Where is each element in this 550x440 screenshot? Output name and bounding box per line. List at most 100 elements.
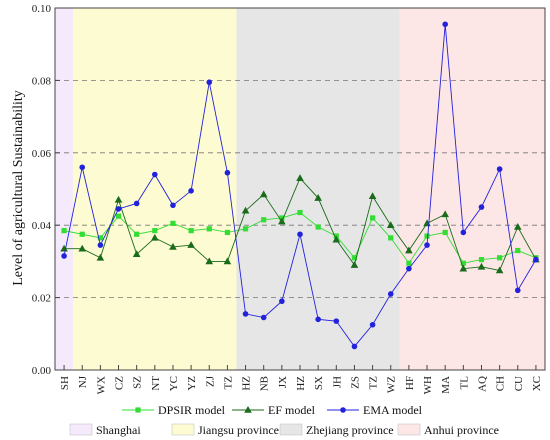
data-point <box>513 223 522 230</box>
data-point <box>333 318 340 324</box>
data-point <box>459 264 468 272</box>
legend-swatch <box>171 423 195 436</box>
legend-label: DPSIR model <box>158 403 226 417</box>
data-point <box>297 209 303 216</box>
series-2 <box>61 21 539 350</box>
data-point <box>97 235 103 241</box>
grid-lines <box>55 80 545 299</box>
x-axis-ticks: SH NJ WX CZ SZ NT YC YZ ZJ TZ HZ NB JX HZ SX JH ZS TZ WZ HF… <box>59 365 543 394</box>
data-point <box>133 200 140 207</box>
x-tick-label: XC <box>531 376 543 391</box>
data-point <box>406 265 412 272</box>
data-point <box>97 242 104 248</box>
legend-label: EF model <box>268 403 316 417</box>
x-tick-label: HZ <box>295 376 307 391</box>
data-point <box>205 257 214 265</box>
data-point <box>315 316 321 323</box>
data-point <box>460 229 467 236</box>
data-point <box>369 215 376 221</box>
legend-swatch <box>69 423 93 436</box>
legend-label: Shanghai <box>96 423 141 437</box>
data-point <box>114 195 123 203</box>
data-point <box>296 174 304 181</box>
data-point <box>115 206 122 212</box>
x-tick-label: SX <box>313 376 325 390</box>
data-point <box>261 217 267 223</box>
x-tick-label: TZ <box>222 376 234 390</box>
x-tick-label: MA <box>440 376 452 394</box>
x-tick-label: HZ <box>241 376 253 391</box>
data-point <box>188 228 194 234</box>
data-point <box>151 233 159 241</box>
data-point <box>78 244 87 252</box>
x-tick-label: YZ <box>186 376 198 391</box>
data-point <box>332 235 341 243</box>
data-point <box>386 221 395 228</box>
data-point <box>132 250 141 257</box>
data-point <box>460 260 466 266</box>
data-point <box>61 228 67 234</box>
data-point <box>170 220 176 226</box>
data-point <box>314 194 322 201</box>
data-point <box>259 190 268 198</box>
data-point <box>61 253 67 259</box>
data-point <box>442 229 448 236</box>
data-point <box>368 192 377 200</box>
data-point <box>60 244 68 252</box>
data-point <box>279 298 285 305</box>
region-band-1 <box>73 8 237 370</box>
series-legend: DPSIR model EF model EMA model <box>122 403 423 417</box>
data-point <box>188 188 194 194</box>
legend-label: Zhejiang province <box>306 423 394 437</box>
data-point <box>115 213 122 219</box>
data-point <box>388 235 394 241</box>
data-point <box>224 169 231 176</box>
data-point <box>497 255 503 261</box>
x-tick-label: CZ <box>114 376 126 390</box>
x-tick-label: CU <box>513 376 525 391</box>
data-point <box>297 231 303 238</box>
data-point <box>441 210 449 218</box>
x-tick-label: AQ <box>476 376 488 392</box>
region-band-2 <box>236 8 400 370</box>
x-tick-label: SH <box>59 376 71 390</box>
x-tick-label: ZJ <box>204 375 216 387</box>
x-tick-label: NT <box>150 376 162 391</box>
data-point <box>169 242 177 250</box>
x-tick-label: WZ <box>386 376 398 393</box>
legend-marker <box>135 407 141 413</box>
data-point <box>206 79 213 86</box>
x-tick-label: ZS <box>349 376 361 389</box>
data-point <box>79 231 85 237</box>
y-axis-title: Level of agricultural Sustainability <box>11 90 26 286</box>
x-tick-label: WH <box>422 376 434 394</box>
region-band-3 <box>399 8 545 370</box>
data-point <box>152 228 158 234</box>
y-tick-label: 0.08 <box>32 75 52 87</box>
region-bands <box>55 8 545 370</box>
data-point <box>170 202 176 209</box>
legend-label: Anhui province <box>424 423 499 437</box>
data-point <box>351 255 358 261</box>
data-point <box>514 287 521 294</box>
data-point <box>405 246 413 254</box>
x-tick-label: NB <box>259 376 271 391</box>
data-point <box>515 247 521 254</box>
legend-marker <box>244 406 252 413</box>
region-band-0 <box>55 8 74 370</box>
data-point <box>96 253 105 261</box>
x-tick-label: TZ <box>368 376 380 390</box>
y-tick-label: 0.00 <box>32 365 52 377</box>
data-point <box>478 204 485 210</box>
x-tick-label: CH <box>495 376 507 391</box>
series-lines <box>60 21 540 350</box>
legend-label: Jiangsu province <box>198 423 279 437</box>
data-point <box>242 226 249 232</box>
legend-swatch <box>397 423 421 436</box>
x-tick-label: HF <box>404 376 416 390</box>
y-axis-ticks: 0.00 0.02 0.04 0.06 0.08 0.10 <box>32 3 60 377</box>
data-point <box>224 229 231 236</box>
y-tick-label: 0.06 <box>32 148 52 160</box>
data-point <box>223 257 232 265</box>
